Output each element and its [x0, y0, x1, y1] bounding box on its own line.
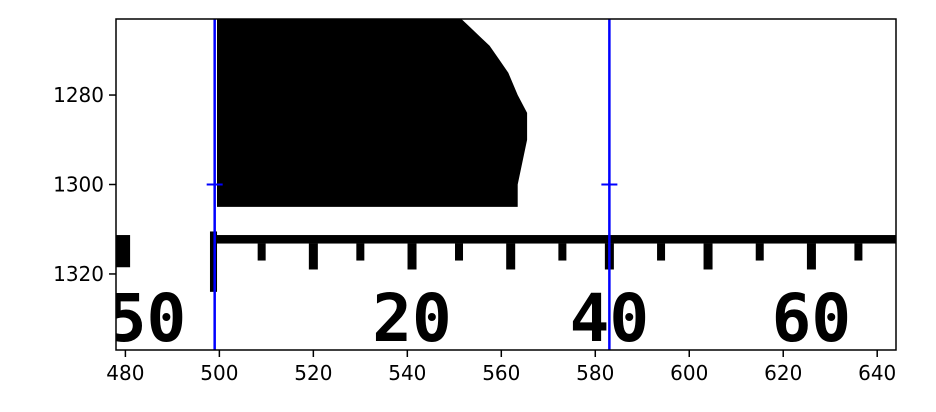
x-tick-label: 500: [200, 361, 238, 385]
axis-layer: 480 500 520 540 560 580 600 620 640 1280 1300 1320: [53, 83, 896, 385]
ruler-left-fragment: [116, 235, 131, 268]
ruler-digit-label: 60: [772, 280, 851, 357]
x-tick-label: 620: [764, 361, 802, 385]
ruler-long-tick: [308, 243, 318, 270]
y-tick-label: 1300: [53, 173, 104, 197]
ruler-short-tick: [455, 243, 464, 261]
ruler-long-tick: [407, 243, 417, 270]
ruler-short-tick: [356, 243, 365, 261]
y-tick-label: 1280: [53, 83, 104, 107]
ruler-short-tick: [558, 243, 567, 261]
x-tick-label: 520: [294, 361, 332, 385]
ruler-digit-label: 50: [107, 280, 186, 357]
x-tick-label: 540: [388, 361, 426, 385]
ruler-short-tick: [755, 243, 764, 261]
ruler-long-tick: [806, 243, 816, 270]
plus-marker: [601, 179, 618, 190]
plus-marker: [206, 179, 223, 190]
ruler-long-tick: [703, 243, 713, 270]
ruler-short-tick: [854, 243, 863, 261]
y-tick-label: 1320: [53, 262, 104, 286]
x-tick-label: 600: [670, 361, 708, 385]
ruler-short-tick: [257, 243, 266, 261]
ruler-long-tick: [506, 243, 516, 270]
ruler-short-tick: [657, 243, 666, 261]
x-tick-label: 560: [482, 361, 520, 385]
ruler-digit-label: 20: [372, 280, 451, 357]
image-content: 50 20 40 60: [107, 19, 896, 357]
overlay-layer: [206, 19, 618, 350]
ruler-bar: [212, 235, 896, 244]
x-tick-label: 640: [858, 361, 896, 385]
black-shape: [217, 19, 528, 207]
x-tick-label: 480: [106, 361, 144, 385]
x-tick-label: 580: [576, 361, 614, 385]
